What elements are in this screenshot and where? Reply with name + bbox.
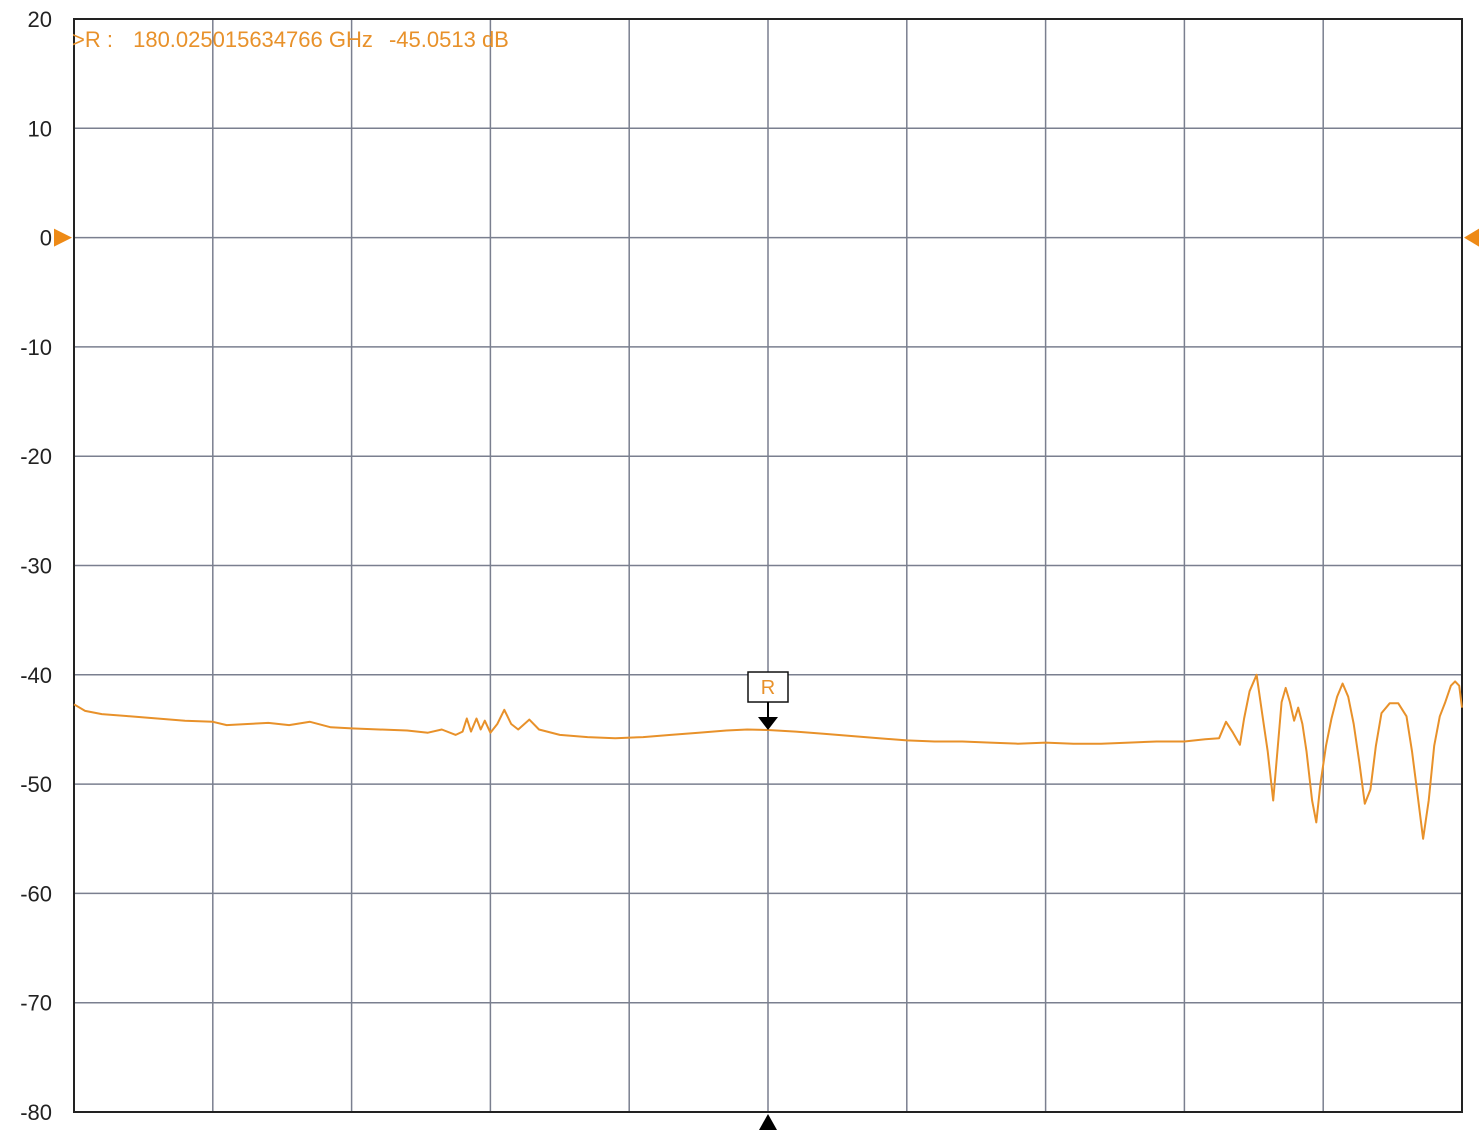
y-tick-label: 0 <box>40 226 52 251</box>
y-tick-label: 20 <box>28 7 52 32</box>
y-tick-label: -40 <box>20 663 52 688</box>
marker-readout: >R : 180.025015634766 GHz -45.0513 dB <box>72 27 509 52</box>
marker-readout-prefix: >R : <box>72 27 113 52</box>
y-tick-label: 10 <box>28 116 52 141</box>
marker-position-triangle-icon <box>759 1114 777 1130</box>
reference-level-right-icon <box>1464 228 1479 247</box>
marker-label: R <box>761 677 775 699</box>
y-tick-label: -70 <box>20 991 52 1016</box>
trace-line <box>73 673 1463 840</box>
y-tick-label: -50 <box>20 772 52 797</box>
marker-label-box <box>747 671 789 703</box>
marker-readout-level: -45.0513 dB <box>389 27 509 52</box>
y-tick-labels: 20 10 0 -10 -20 -30 -40 -50 -60 -70 -80 <box>20 7 52 1125</box>
y-tick-label: -80 <box>20 1100 52 1125</box>
plot-frame <box>73 18 1463 1113</box>
marker-down-arrow-icon <box>758 717 778 731</box>
y-tick-label: -30 <box>20 554 52 579</box>
y-tick-label: -60 <box>20 881 52 906</box>
y-tick-label: -10 <box>20 335 52 360</box>
marker-readout-frequency: 180.025015634766 GHz <box>133 27 373 52</box>
reference-level-left-icon <box>54 228 72 247</box>
y-tick-label: -20 <box>20 444 52 469</box>
marker-r[interactable]: R <box>747 671 789 1130</box>
